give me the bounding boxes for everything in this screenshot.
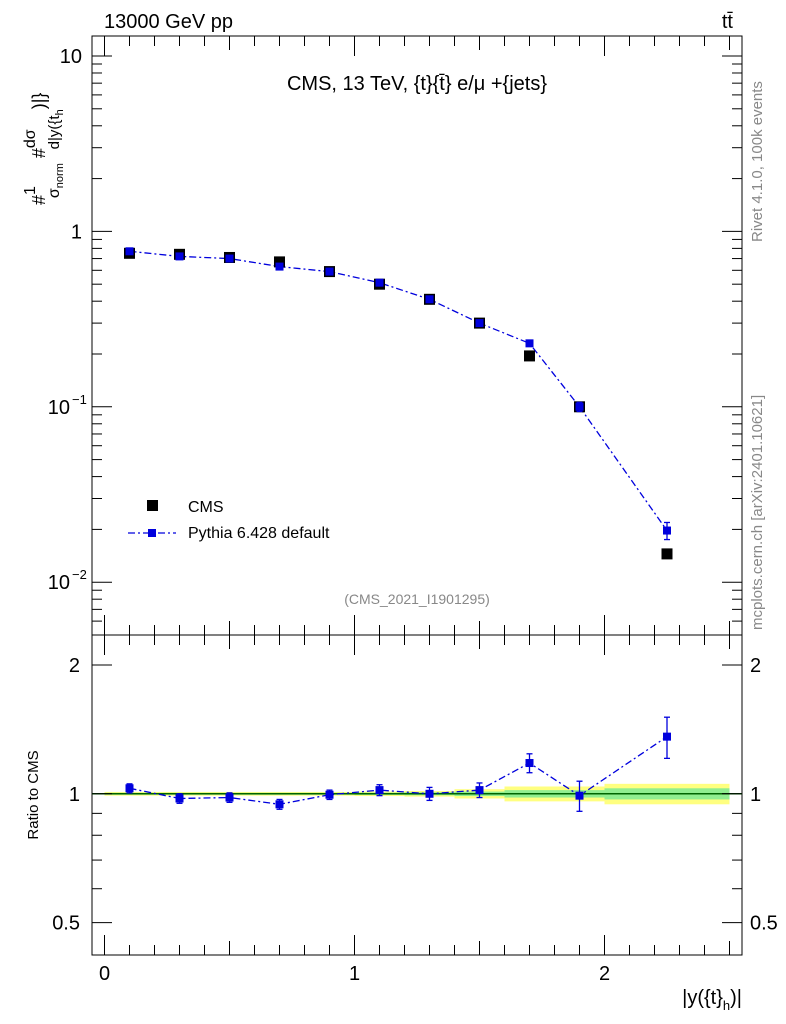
y-tick-label: 10 [48,397,70,419]
ratio-panel-ticks [92,635,742,955]
main-series-lines [129,250,668,531]
pythia-point [475,319,484,328]
ratio-pythia-point [225,793,234,802]
ratio-pythia-point [475,786,484,795]
pythia-line [129,250,668,531]
ratio-pythia-point [375,786,384,795]
pythia-point [175,252,184,261]
ratio-y-tick-label: 1 [69,784,80,806]
ratio-pythia-point [125,784,134,793]
ratio-pythia-point [575,791,584,800]
main-panel-frame [91,35,743,636]
ratio-pythia-point [425,789,434,798]
ratio-pythia-point [175,794,184,803]
pythia-point [225,254,234,263]
main-watermark: (CMS_2021_I1901295) [344,591,490,607]
x-tick-labels: 0 1 2 [99,963,610,985]
x-tick-label: 0 [99,963,110,985]
pythia-point [575,402,584,411]
ratio-y-tick-label-right: 2 [750,655,761,677]
y-tick-label-exponent: −1 [72,392,87,407]
ratio-y-tick-labels: 2 2 1 1 0.5 0.5 [52,655,778,935]
ratio-y-tick-label-right: 1 [750,784,761,806]
y-axis-label-text: #1 σnorm #dσ d|y({th)|} [22,93,66,205]
ratio-y-tick-label: 0.5 [52,913,80,935]
y-tick-label: 1 [71,221,82,243]
ratio-pythia-point [325,790,334,799]
cms-point [274,256,285,268]
pythia-point [125,247,134,256]
pythia-point [425,295,434,304]
main-panel-ticks [92,36,742,636]
ratio-pythia-point [275,800,284,809]
header-left-label: 13000 GeV pp [104,11,233,33]
pythia-point [375,278,384,287]
y-tick-label: 10 [60,46,82,68]
cms-point [524,350,535,362]
pythia-point [525,339,534,348]
legend-cms-label: CMS [188,499,224,516]
ratio-pythia-point [663,732,671,741]
ratio-y-tick-label: 2 [69,655,80,677]
legend-pythia-label: Pythia 6.428 default [188,525,330,542]
main-y-axis-label: #1 σnorm #dσ d|y({th)|} [22,93,66,205]
header-right-label: tt̄ [722,11,734,33]
ratio-uncertainty-band [92,783,742,805]
x-axis-label: |y({t}h)| [682,987,742,1013]
ratio-panel-frame [91,634,743,956]
ratio-pythia-point [525,759,534,768]
pythia-point [325,267,334,276]
x-axis-label-text: |y({t}h)| [682,987,742,1013]
x-tick-label: 2 [599,963,610,985]
legend-pythia-marker [148,529,156,537]
ratio-y-axis-label: Ratio to CMS [25,750,42,839]
legend-cms-marker [147,500,158,511]
main-title: CMS, 13 TeV, {t}{t̄} e/μ +{jets} [287,73,547,95]
main-data-marks [124,247,673,560]
ratio-panel: 2 2 1 1 0.5 0.5 0 1 2 Ratio to CMS |y({t}h)| [25,634,778,1013]
ratio-y-tick-label-right: 0.5 [750,913,778,935]
rivet-version-label: Rivet 4.1.0, 100k events [749,81,766,242]
cms-point [661,548,673,560]
mcplots-source-label: mcplots.cern.ch [arXiv:2401.10621] [749,395,766,630]
legend: CMS Pythia 6.428 default [128,499,330,542]
y-tick-label: 10 [48,572,70,594]
pythia-point [663,526,671,535]
y-tick-label-exponent: −2 [72,567,87,582]
pythia-point [275,262,284,271]
ratio-data-marks [125,716,671,812]
x-tick-label: 1 [349,963,360,985]
